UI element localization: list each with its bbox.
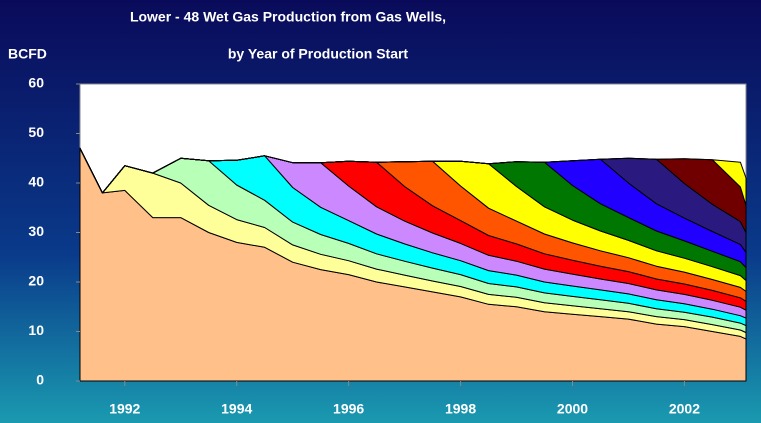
- x-tick-label: 1992: [109, 401, 140, 417]
- y-tick-label: 10: [28, 322, 44, 338]
- y-tick-label: 40: [28, 174, 44, 190]
- chart-title: Lower - 48 Wet Gas Production from Gas W…: [130, 9, 446, 25]
- chart-subtitle: by Year of Production Start: [228, 46, 409, 62]
- y-tick-label: 30: [28, 223, 44, 239]
- x-tick-label: 1998: [445, 401, 476, 417]
- x-tick-label: 2002: [669, 401, 700, 417]
- y-tick-label: 20: [28, 273, 44, 289]
- x-tick-label: 1996: [333, 401, 364, 417]
- area-layer: [79, 147, 747, 206]
- y-tick-label: 60: [28, 75, 44, 91]
- x-tick-label: 1994: [221, 401, 252, 417]
- y-tick-label: 50: [28, 124, 44, 140]
- y-tick-label: 0: [36, 372, 44, 388]
- x-tick-label: 2000: [557, 401, 588, 417]
- y-axis-label: BCFD: [8, 46, 47, 62]
